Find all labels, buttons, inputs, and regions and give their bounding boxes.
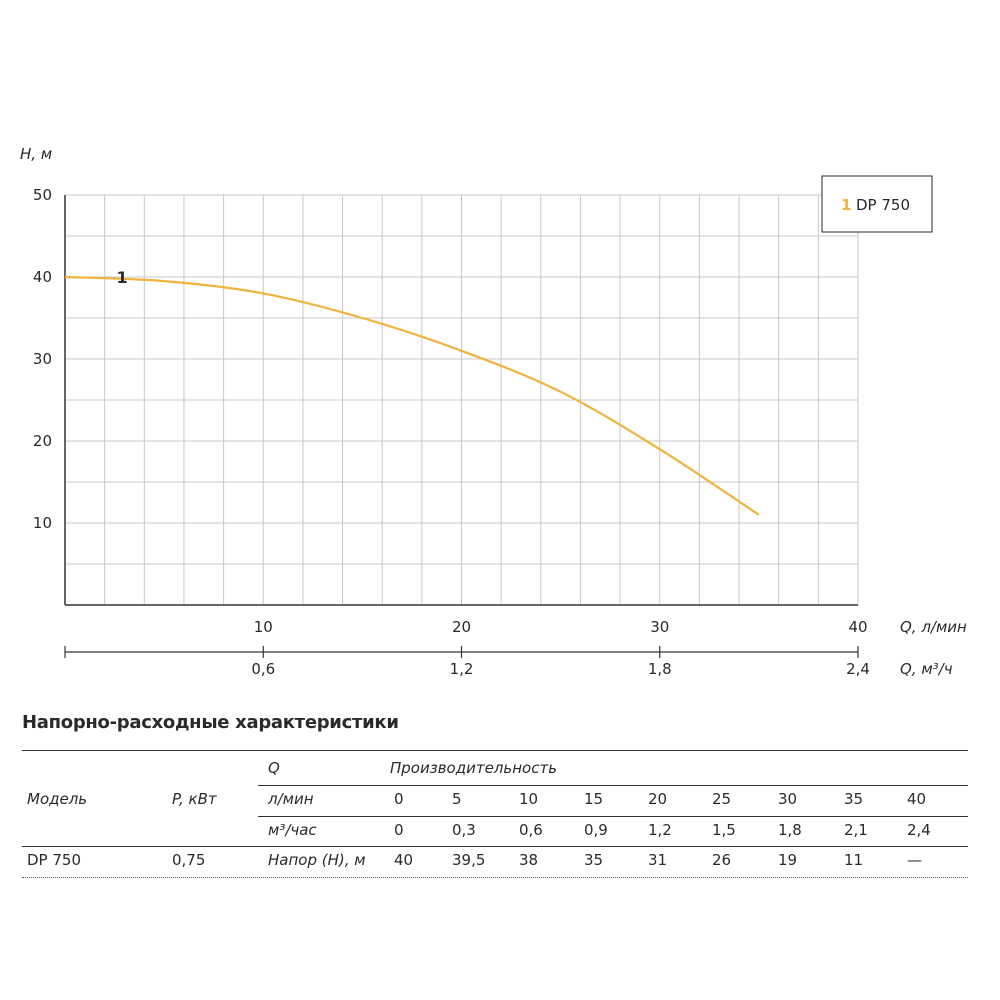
header-performance: Производительность xyxy=(390,759,558,777)
lmin-value-cell: 30 xyxy=(778,790,798,808)
header-model: Модель xyxy=(27,790,88,808)
y-tick-label: 30 xyxy=(33,350,52,368)
m3-value-cell: 0 xyxy=(394,821,404,839)
x-tick-label: 30 xyxy=(650,618,669,636)
head-value-cell: 39,5 xyxy=(452,851,486,869)
m3-value-cell: 1,8 xyxy=(778,821,802,839)
pump-curve-chart: 10 20 30 40 50 H, м 10 20 30 40 Q, л/мин 0,6 1,2… xyxy=(20,145,967,678)
x2-tick-label: 1,2 xyxy=(450,660,474,678)
header-q: Q xyxy=(268,759,280,777)
x2-tick-label: 1,8 xyxy=(648,660,672,678)
lmin-value-cell: 0 xyxy=(394,790,404,808)
lmin-value-cell: 5 xyxy=(452,790,462,808)
head-value-cell: — xyxy=(907,851,922,869)
performance-table: Модель P, кВт Q Производительность л/мин… xyxy=(22,750,968,885)
head-value-cell: 26 xyxy=(712,851,732,869)
header-power: P, кВт xyxy=(172,790,217,808)
head-value-cell: 31 xyxy=(648,851,668,869)
row-head-label: Напор (H), м xyxy=(268,851,366,869)
m3-value-cell: 2,4 xyxy=(907,821,931,839)
table-bottom-rule xyxy=(22,877,968,878)
m3-value-cell: 0,3 xyxy=(452,821,476,839)
y-tick-label: 50 xyxy=(33,186,52,204)
m3-value-cell: 1,5 xyxy=(712,821,736,839)
lmin-value-cell: 25 xyxy=(712,790,732,808)
head-value-cell: 40 xyxy=(394,851,414,869)
lmin-value-cell: 35 xyxy=(844,790,864,808)
table-row-rule-2 xyxy=(258,816,968,817)
table-row-rule-1 xyxy=(258,785,968,786)
x-axis-m3h-ticks: 0,6 1,2 1,8 2,4 xyxy=(251,652,870,678)
head-value-cell: 19 xyxy=(778,851,798,869)
m3-value-cell: 0,6 xyxy=(519,821,543,839)
row-power: 0,75 xyxy=(172,851,206,869)
legend: 1 DP 750 xyxy=(821,175,933,233)
table-header-rule xyxy=(22,846,968,847)
header-m3: м³/час xyxy=(268,821,317,839)
m3-value-cell: 1,2 xyxy=(648,821,672,839)
row-model: DP 750 xyxy=(27,851,81,869)
x2-tick-label: 2,4 xyxy=(846,660,870,678)
head-value-cell: 35 xyxy=(584,851,604,869)
x-axis-lmin-title: Q, л/мин xyxy=(900,618,967,636)
m3-value-cell: 2,1 xyxy=(844,821,868,839)
legend-label: DP 750 xyxy=(856,196,910,214)
table-title: Напорно-расходные характеристики xyxy=(22,712,399,733)
lmin-value-cell: 10 xyxy=(519,790,539,808)
y-tick-label: 20 xyxy=(33,432,52,450)
lmin-value-cell: 40 xyxy=(907,790,927,808)
x2-tick-label: 0,6 xyxy=(251,660,275,678)
series-line-dp750 xyxy=(64,275,760,516)
m3-value-cell: 0,9 xyxy=(584,821,608,839)
x-axis-lmin-ticks: 10 20 30 40 xyxy=(64,618,868,658)
y-axis-title: H, м xyxy=(20,145,52,163)
series-marker-label: 1 xyxy=(117,268,128,287)
lmin-value-cell: 20 xyxy=(648,790,668,808)
legend-number: 1 xyxy=(841,196,851,214)
head-value-cell: 38 xyxy=(519,851,539,869)
y-tick-labels: 10 20 30 40 50 xyxy=(33,186,52,532)
head-value-cell: 11 xyxy=(844,851,864,869)
x-axis-m3h-title: Q, м³/ч xyxy=(900,660,953,678)
y-tick-label: 10 xyxy=(33,514,52,532)
y-tick-label: 40 xyxy=(33,268,52,286)
table-top-rule xyxy=(22,750,968,751)
x-tick-label: 20 xyxy=(452,618,471,636)
legend-box xyxy=(821,175,933,233)
header-lmin: л/мин xyxy=(268,790,314,808)
x-tick-label: 40 xyxy=(848,618,867,636)
x-tick-label: 10 xyxy=(254,618,273,636)
lmin-value-cell: 15 xyxy=(584,790,604,808)
